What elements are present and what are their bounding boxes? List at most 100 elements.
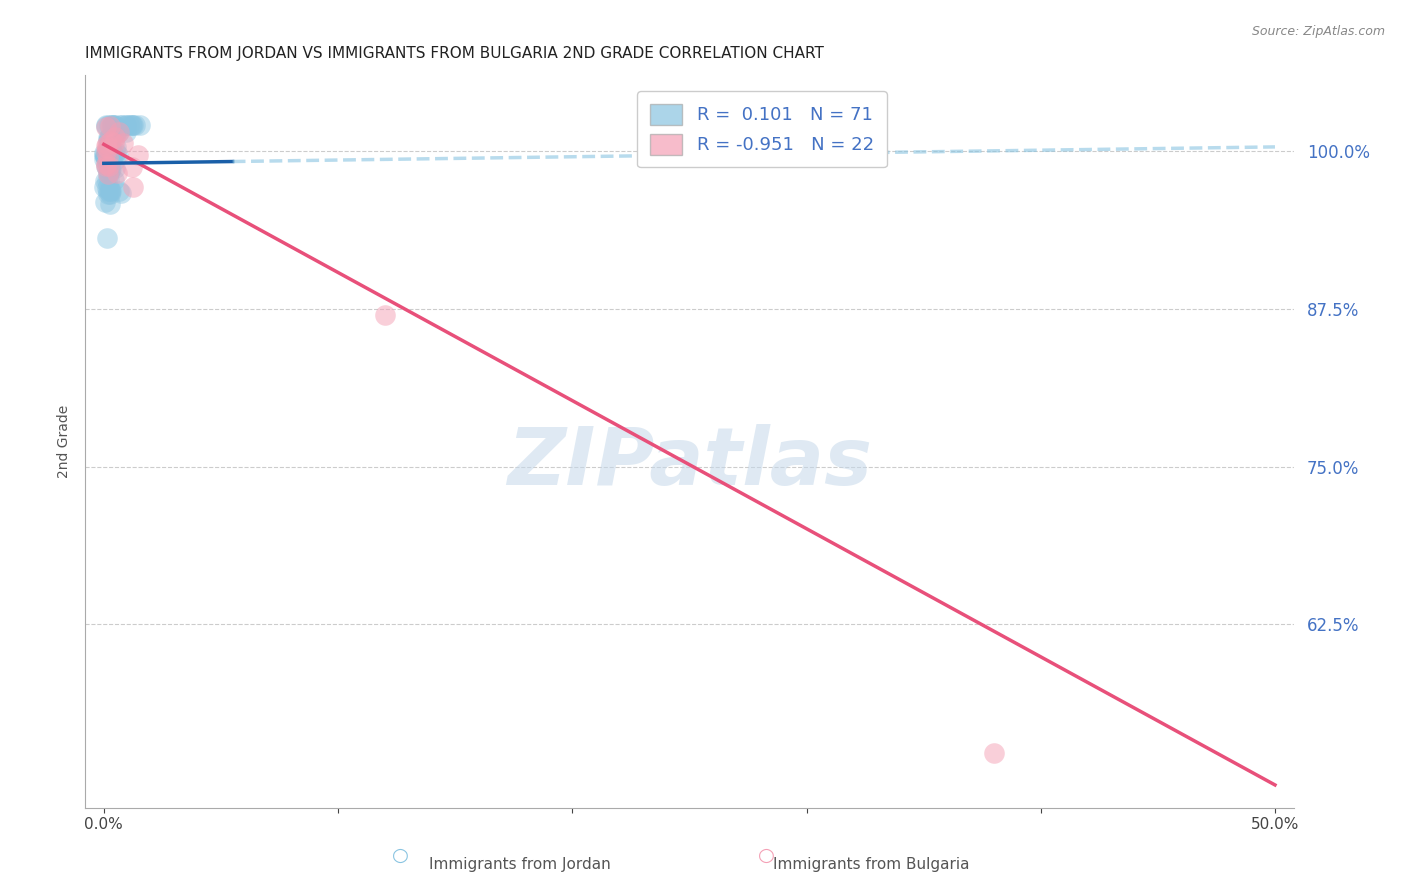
Text: Source: ZipAtlas.com: Source: ZipAtlas.com bbox=[1251, 25, 1385, 38]
Point bbox=[110, 186, 132, 200]
Point bbox=[97, 173, 120, 187]
Point bbox=[121, 180, 143, 194]
Point bbox=[97, 134, 120, 148]
Point bbox=[103, 119, 125, 133]
Point bbox=[96, 181, 118, 195]
Point bbox=[105, 165, 128, 179]
Point bbox=[96, 231, 118, 245]
Point bbox=[97, 138, 120, 153]
Point bbox=[100, 140, 122, 154]
Point bbox=[97, 166, 120, 180]
Point bbox=[94, 159, 117, 173]
Text: Immigrants from Jordan: Immigrants from Jordan bbox=[429, 857, 612, 872]
Point bbox=[101, 119, 124, 133]
Point bbox=[96, 161, 118, 175]
Point bbox=[98, 184, 121, 198]
Point bbox=[122, 119, 145, 133]
Point bbox=[93, 146, 115, 161]
Point bbox=[98, 161, 121, 176]
Point bbox=[103, 148, 125, 162]
Point bbox=[98, 184, 121, 198]
Point bbox=[105, 145, 128, 160]
Point bbox=[100, 148, 122, 162]
Point bbox=[98, 186, 121, 201]
Point bbox=[104, 161, 127, 176]
Point bbox=[103, 136, 125, 150]
Point bbox=[100, 134, 122, 148]
Point bbox=[121, 119, 143, 133]
Text: ○: ○ bbox=[758, 847, 775, 865]
Point bbox=[93, 174, 115, 188]
Point bbox=[104, 119, 127, 133]
Point bbox=[97, 150, 120, 164]
Point bbox=[108, 125, 131, 139]
Point bbox=[103, 147, 125, 161]
Point bbox=[94, 149, 117, 163]
Point bbox=[93, 152, 115, 166]
Point bbox=[124, 119, 146, 133]
Point bbox=[94, 139, 117, 153]
Point bbox=[98, 133, 121, 147]
Point bbox=[98, 143, 121, 157]
Point bbox=[107, 127, 129, 141]
Point bbox=[100, 185, 122, 199]
Point bbox=[103, 153, 125, 168]
Point bbox=[121, 160, 143, 174]
Point bbox=[110, 119, 132, 133]
Point bbox=[115, 125, 138, 139]
Point bbox=[983, 747, 1005, 761]
Point bbox=[98, 166, 121, 180]
Point bbox=[98, 163, 121, 178]
Point bbox=[98, 119, 121, 133]
Point bbox=[100, 161, 122, 176]
Point bbox=[96, 141, 118, 155]
Point bbox=[127, 148, 149, 162]
Point bbox=[100, 119, 122, 133]
Point bbox=[118, 119, 141, 133]
Point bbox=[374, 308, 396, 322]
Point bbox=[110, 119, 132, 133]
Point bbox=[97, 130, 120, 145]
Point bbox=[94, 119, 117, 133]
Point bbox=[103, 173, 125, 187]
Point bbox=[104, 140, 127, 154]
Point bbox=[97, 185, 120, 199]
Text: IMMIGRANTS FROM JORDAN VS IMMIGRANTS FROM BULGARIA 2ND GRADE CORRELATION CHART: IMMIGRANTS FROM JORDAN VS IMMIGRANTS FRO… bbox=[86, 46, 824, 62]
Text: Immigrants from Bulgaria: Immigrants from Bulgaria bbox=[773, 857, 970, 872]
Point bbox=[103, 129, 125, 144]
Point bbox=[97, 186, 120, 201]
Point bbox=[120, 119, 142, 133]
Point bbox=[93, 149, 115, 163]
Legend: R =  0.101   N = 71, R = -0.951   N = 22: R = 0.101 N = 71, R = -0.951 N = 22 bbox=[637, 91, 887, 168]
Text: ZIPatlas: ZIPatlas bbox=[508, 425, 872, 502]
Point bbox=[94, 145, 117, 159]
Point bbox=[94, 159, 117, 173]
Point bbox=[97, 167, 120, 181]
Point bbox=[100, 146, 122, 161]
Point bbox=[96, 120, 118, 134]
Point bbox=[128, 119, 150, 133]
Point bbox=[96, 152, 118, 166]
Point bbox=[96, 146, 118, 161]
Point bbox=[97, 131, 120, 145]
Point bbox=[93, 147, 115, 161]
Point bbox=[96, 137, 118, 152]
Point bbox=[108, 184, 131, 198]
Y-axis label: 2nd Grade: 2nd Grade bbox=[58, 405, 72, 478]
Point bbox=[93, 179, 115, 194]
Point bbox=[101, 153, 124, 167]
Point bbox=[98, 120, 121, 134]
Point bbox=[96, 174, 118, 188]
Point bbox=[98, 130, 121, 145]
Point bbox=[107, 148, 129, 162]
Point bbox=[115, 119, 138, 133]
Point bbox=[115, 119, 138, 133]
Point bbox=[105, 124, 128, 138]
Point bbox=[104, 125, 127, 139]
Point bbox=[93, 195, 115, 210]
Point bbox=[98, 197, 121, 211]
Point bbox=[94, 157, 117, 171]
Text: ○: ○ bbox=[392, 847, 409, 865]
Point bbox=[98, 159, 121, 173]
Point bbox=[111, 136, 134, 150]
